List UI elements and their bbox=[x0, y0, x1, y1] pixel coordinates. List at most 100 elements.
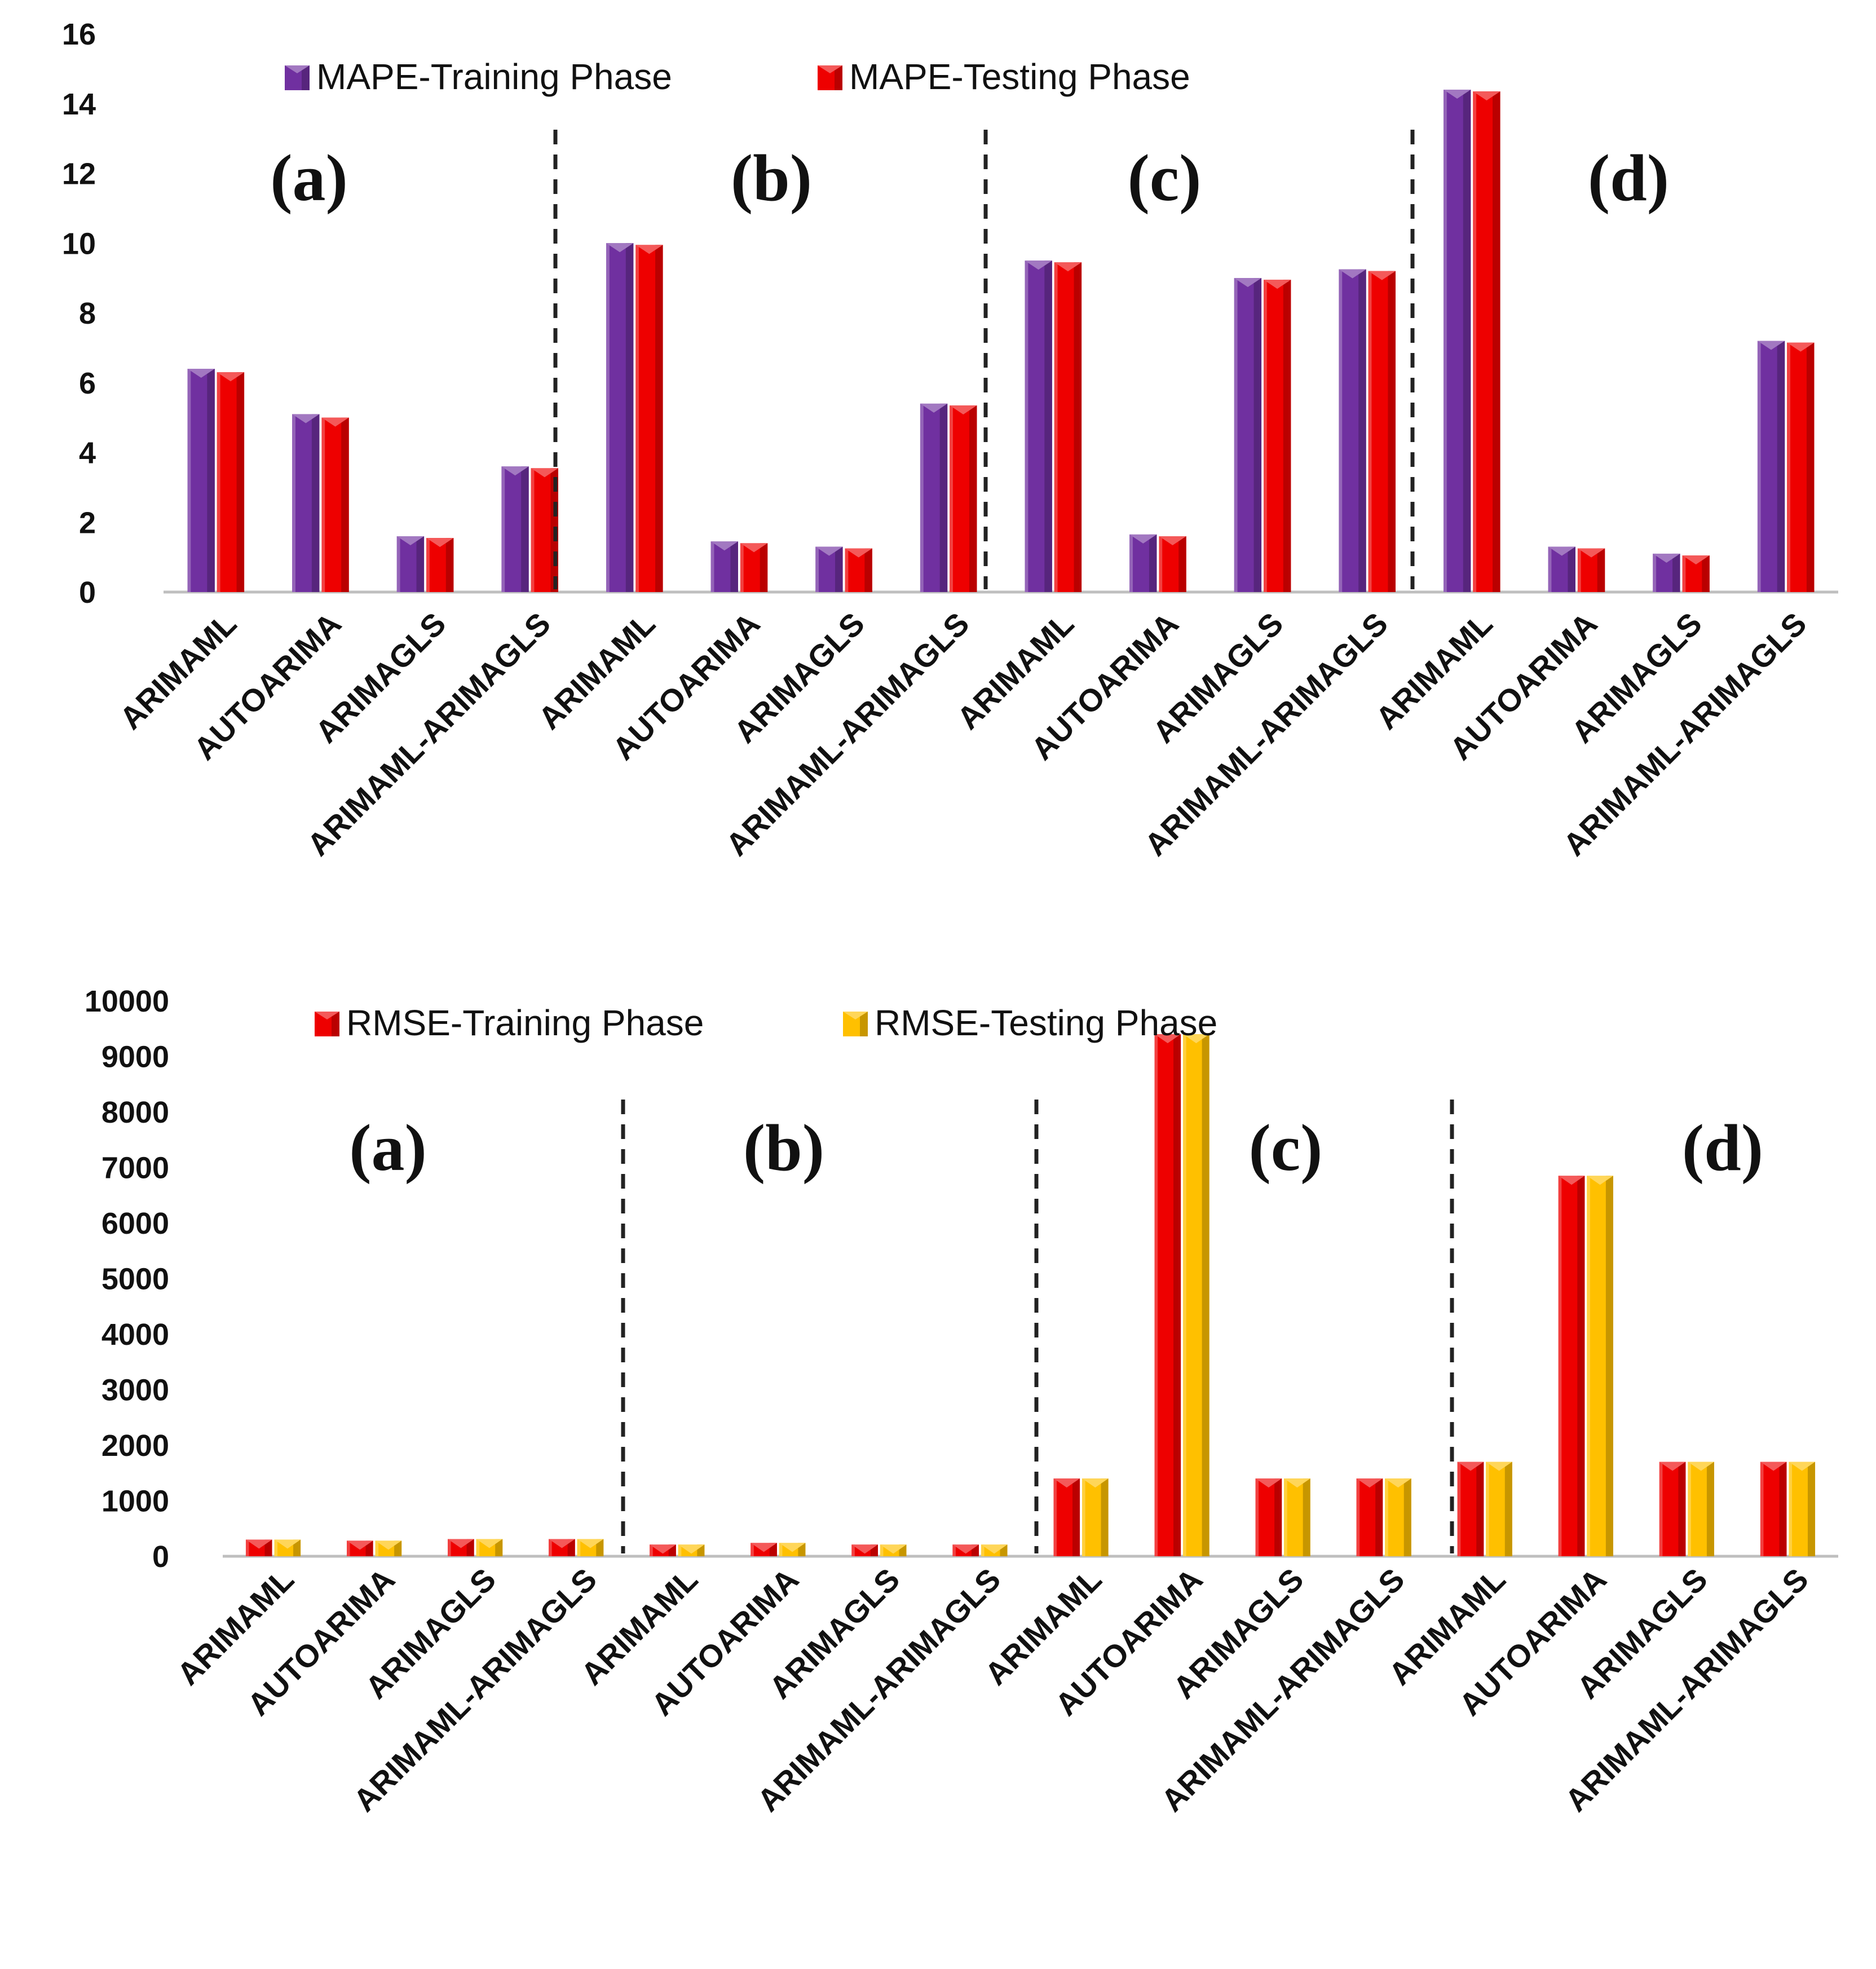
legend-label: RMSE-Testing Phase bbox=[875, 1003, 1217, 1043]
y-tick-label: 0 bbox=[79, 576, 96, 610]
bar bbox=[845, 548, 872, 592]
legend-item: MAPE-Testing Phase bbox=[818, 56, 1190, 97]
bar bbox=[1682, 555, 1710, 592]
panel-label: (b) bbox=[731, 141, 812, 215]
panel-label: (c) bbox=[1128, 141, 1202, 215]
y-tick-label: 10 bbox=[62, 227, 96, 261]
bar bbox=[635, 245, 663, 592]
y-tick-label: 2 bbox=[79, 506, 96, 540]
legend-label: MAPE-Testing Phase bbox=[849, 56, 1190, 97]
bar bbox=[1183, 1034, 1210, 1556]
legend-label: RMSE-Training Phase bbox=[346, 1003, 704, 1043]
legend-item: RMSE-Testing Phase bbox=[843, 1003, 1217, 1043]
bar bbox=[1385, 1478, 1411, 1556]
bar bbox=[920, 403, 948, 592]
bar bbox=[448, 1539, 474, 1556]
bar bbox=[274, 1539, 301, 1556]
bar bbox=[950, 405, 977, 592]
bar bbox=[187, 369, 215, 592]
bar bbox=[292, 414, 320, 592]
bar bbox=[577, 1539, 604, 1556]
bar bbox=[606, 243, 634, 592]
bar bbox=[1653, 553, 1680, 592]
panel-label: (d) bbox=[1682, 1111, 1763, 1185]
bar bbox=[1082, 1478, 1109, 1556]
bar bbox=[1129, 534, 1157, 592]
legend-label: MAPE-Training Phase bbox=[316, 56, 672, 97]
bar bbox=[650, 1544, 676, 1556]
bar bbox=[375, 1540, 402, 1556]
bar bbox=[1457, 1462, 1484, 1556]
bar bbox=[880, 1544, 907, 1556]
bar bbox=[1054, 262, 1082, 592]
bar bbox=[347, 1540, 373, 1556]
bar bbox=[1688, 1462, 1714, 1556]
bar bbox=[1159, 536, 1186, 592]
bar bbox=[1368, 271, 1396, 592]
bar bbox=[740, 543, 768, 592]
legend-item: MAPE-Training Phase bbox=[285, 56, 672, 97]
bar bbox=[1558, 1176, 1585, 1556]
y-tick-label: 4 bbox=[79, 436, 96, 470]
bar bbox=[1255, 1478, 1282, 1556]
panel-label: (d) bbox=[1588, 141, 1669, 215]
y-tick-label: 10000 bbox=[85, 984, 169, 1018]
bar bbox=[981, 1544, 1008, 1556]
bar bbox=[1025, 261, 1052, 592]
bar bbox=[751, 1543, 777, 1556]
bar bbox=[815, 546, 843, 592]
bar bbox=[1659, 1462, 1686, 1556]
bar bbox=[1587, 1176, 1613, 1556]
bar bbox=[678, 1544, 705, 1556]
bar bbox=[1486, 1462, 1512, 1556]
panel-label: (a) bbox=[270, 141, 348, 215]
legend-item: RMSE-Training Phase bbox=[315, 1003, 704, 1043]
y-tick-label: 1000 bbox=[101, 1485, 169, 1518]
y-tick-label: 5000 bbox=[101, 1262, 169, 1296]
bar bbox=[851, 1544, 878, 1556]
bar bbox=[1787, 342, 1815, 592]
y-tick-label: 3000 bbox=[101, 1374, 169, 1407]
bar bbox=[1473, 91, 1500, 592]
bar bbox=[952, 1544, 979, 1556]
bar bbox=[321, 417, 349, 592]
y-tick-label: 6 bbox=[79, 367, 96, 400]
y-tick-label: 9000 bbox=[101, 1040, 169, 1074]
y-tick-label: 6000 bbox=[101, 1207, 169, 1240]
bar bbox=[1577, 548, 1605, 592]
bar bbox=[245, 1539, 272, 1556]
bar bbox=[476, 1539, 503, 1556]
bar bbox=[1234, 278, 1262, 592]
mape-chart: 0246810121416ARIMAMLAUTOARIMAARIMAGLSARI… bbox=[62, 17, 1838, 863]
bar bbox=[1154, 1034, 1181, 1556]
y-tick-label: 7000 bbox=[101, 1151, 169, 1185]
panel-label: (b) bbox=[743, 1111, 824, 1185]
bar bbox=[779, 1543, 806, 1556]
y-tick-label: 14 bbox=[62, 87, 96, 121]
panel-label: (a) bbox=[349, 1111, 427, 1185]
bar bbox=[549, 1539, 575, 1556]
y-tick-label: 8 bbox=[79, 297, 96, 330]
bar bbox=[501, 466, 529, 592]
bar bbox=[426, 538, 454, 592]
bar bbox=[1053, 1478, 1080, 1556]
y-tick-label: 8000 bbox=[101, 1096, 169, 1129]
bar bbox=[217, 372, 245, 592]
bar bbox=[1356, 1478, 1383, 1556]
y-tick-label: 4000 bbox=[101, 1318, 169, 1352]
bar bbox=[1760, 1462, 1787, 1556]
bar bbox=[1264, 280, 1291, 592]
bar bbox=[1339, 269, 1366, 592]
rmse-chart: 0 1000 2000 3000 4000 5000 6000 7000 8000 9000 100… bbox=[85, 984, 1838, 1818]
bar bbox=[1444, 90, 1471, 592]
bar bbox=[1548, 546, 1575, 592]
y-tick-label: 16 bbox=[62, 17, 96, 51]
bar bbox=[1757, 341, 1785, 592]
y-tick-label: 12 bbox=[62, 157, 96, 191]
bar bbox=[710, 541, 738, 592]
bar bbox=[1789, 1462, 1816, 1556]
panel-label: (c) bbox=[1249, 1111, 1323, 1185]
bar bbox=[396, 536, 425, 592]
y-tick-label: 0 bbox=[152, 1540, 169, 1574]
